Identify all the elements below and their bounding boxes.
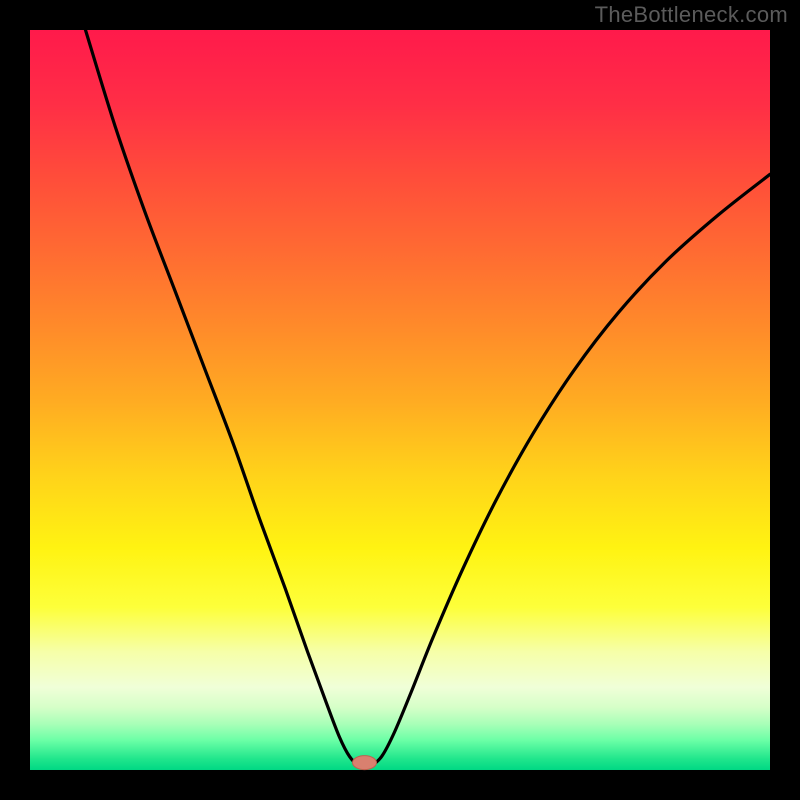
optimal-point-marker bbox=[352, 756, 376, 770]
bottleneck-chart bbox=[0, 0, 800, 800]
chart-container: TheBottleneck.com bbox=[0, 0, 800, 800]
gradient-background bbox=[30, 30, 770, 770]
watermark-text: TheBottleneck.com bbox=[595, 2, 788, 28]
